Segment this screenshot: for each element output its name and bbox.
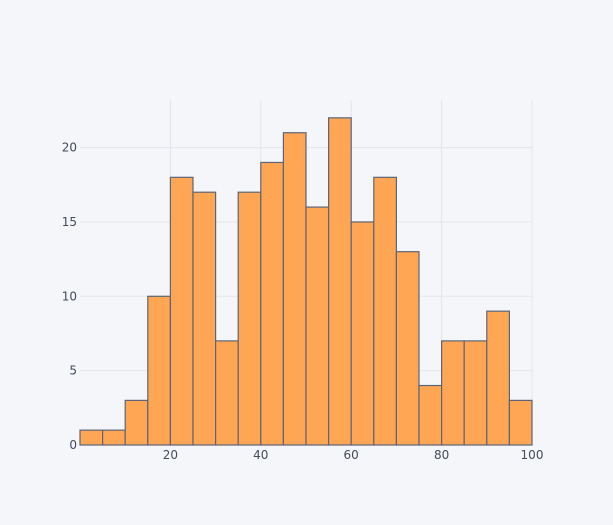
x-tick-label: 100 — [521, 448, 544, 462]
y-tick-label: 0 — [69, 438, 77, 452]
histogram-bar — [463, 340, 488, 446]
y-tick-label: 20 — [62, 141, 77, 155]
histogram-bar — [305, 206, 330, 446]
y-tick-label: 15 — [62, 215, 77, 229]
histogram-bar — [508, 399, 533, 446]
histogram-bar — [147, 295, 172, 446]
axis-layer: 20 40 60 80 100 0 5 10 15 20 — [62, 141, 544, 462]
histogram-bar — [192, 191, 217, 446]
y-tick-label: 5 — [69, 364, 77, 378]
histogram-bar — [328, 117, 352, 446]
histogram-bar — [350, 221, 375, 446]
histogram-bar — [124, 399, 149, 446]
x-tick-label: 20 — [163, 448, 178, 462]
x-tick-label: 40 — [253, 448, 268, 462]
x-tick-label: 60 — [344, 448, 359, 462]
histogram-bar — [101, 429, 126, 446]
bar-layer — [79, 117, 533, 446]
histogram-bar — [237, 191, 262, 446]
histogram-bar — [260, 161, 284, 446]
histogram-bar — [441, 340, 465, 446]
histogram-bar — [282, 132, 307, 446]
histogram-bar — [486, 310, 510, 446]
y-tick-label: 10 — [62, 289, 77, 303]
histogram-bar — [215, 340, 239, 446]
histogram-bar — [395, 251, 420, 446]
histogram-bar — [373, 176, 397, 446]
histogram-bar — [418, 384, 443, 446]
histogram-bar — [169, 176, 194, 446]
x-tick-label: 80 — [434, 448, 449, 462]
histogram-bar — [79, 429, 104, 446]
